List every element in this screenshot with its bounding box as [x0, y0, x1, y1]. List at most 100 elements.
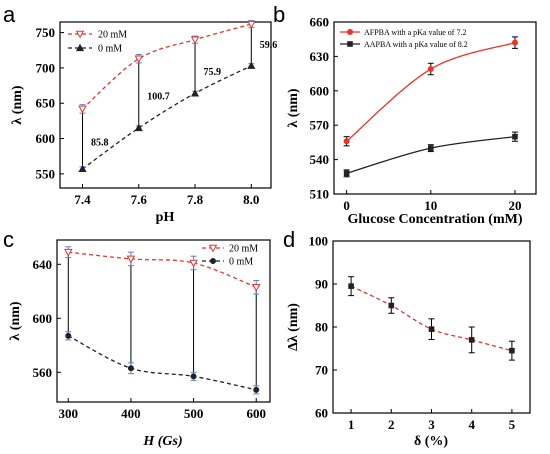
legend-marker: [75, 43, 85, 52]
y-tick-label: 550: [36, 166, 56, 181]
plot-frame: [56, 239, 271, 403]
x-tick-label: 2: [388, 417, 395, 432]
x-tick-label: 7.4: [74, 192, 91, 207]
data-point-series-0: [190, 36, 200, 45]
data-point-series-1: [78, 164, 87, 173]
y-tick-label: 650: [36, 96, 56, 111]
series-line-0: [82, 23, 252, 110]
data-point-series-1: [190, 89, 200, 97]
data-point-series-1: [247, 61, 256, 69]
x-tick-label: 300: [59, 406, 79, 421]
difference-annotation: 100.7: [147, 92, 170, 103]
x-axis-label: pH: [156, 210, 175, 225]
y-axis-label: λ (nm): [286, 88, 301, 127]
data-point-series-0: [247, 20, 256, 29]
panel-letter: a: [3, 2, 16, 27]
y-tick-label: 560: [33, 365, 53, 380]
x-tick-label: 0: [343, 198, 350, 213]
panel-letter: c: [3, 227, 14, 252]
data-point-series-0: [509, 347, 515, 354]
legend-marker: [210, 258, 216, 264]
y-tick-label: 70: [315, 363, 328, 378]
x-axis-label: H (Gs): [142, 434, 182, 449]
y-tick-label: 100: [309, 234, 329, 249]
y-tick-label: 60: [315, 406, 328, 421]
panel-d: d 1 2 3 4 5 60 70 80 90 100 δ (%) Δλ (nm): [283, 227, 531, 449]
data-point-series-0: [251, 284, 261, 292]
x-tick-label: 600: [246, 406, 266, 421]
y-tick-label: 700: [36, 60, 56, 75]
data-point-series-1: [343, 170, 350, 177]
y-tick-label: 510: [310, 187, 330, 202]
data-point-series-1: [65, 332, 72, 339]
legend-marker: [347, 41, 353, 47]
series-line-0: [346, 42, 516, 142]
x-tick-label: 1: [348, 417, 355, 432]
legend-label: 20 mM: [229, 244, 258, 255]
y-tick-label: 600: [33, 311, 53, 326]
data-point-series-0: [511, 39, 518, 46]
legend-marker: [75, 30, 85, 39]
data-point-series-0: [428, 326, 435, 332]
x-tick-label: 20: [508, 198, 521, 213]
x-tick-label: 400: [121, 406, 141, 421]
plot-frame: [59, 21, 272, 189]
y-axis-label: λ (nm): [10, 85, 25, 124]
y-tick-label: 660: [310, 15, 330, 30]
data-point-series-1: [190, 373, 197, 380]
data-point-series-0: [348, 283, 354, 289]
y-tick-label: 750: [36, 25, 56, 40]
y-tick-label: 630: [310, 49, 330, 64]
series-line-1: [82, 65, 252, 170]
data-point-series-1: [253, 386, 260, 393]
y-axis-label: Δλ (nm): [286, 303, 301, 351]
difference-annotation: 59.6: [260, 40, 278, 51]
data-point-series-0: [64, 248, 73, 257]
x-tick-label: 5: [509, 417, 516, 432]
legend-label: 0 mM: [98, 44, 122, 55]
y-tick-label: 600: [310, 83, 330, 98]
series-line-1: [67, 335, 257, 391]
x-axis-label: Glucose Concentration (mM): [348, 212, 523, 227]
panel-letter: d: [283, 227, 295, 252]
difference-annotation: 75.9: [203, 67, 221, 78]
difference-annotation: 85.8: [91, 138, 109, 149]
data-point-series-0: [78, 105, 87, 114]
panel-a: a 7.4 7.6 7.8 8.0 550 600 650 700 750 pH λ (nm) 85.8…: [3, 2, 277, 225]
legend-marker: [208, 244, 218, 253]
panel-c: c 300 400 500 600 560 600 640 H (Gs) λ (nm) 20 mM 0…: [3, 227, 271, 449]
data-point-series-1: [134, 123, 143, 132]
data-point-series-0: [468, 337, 475, 343]
data-point-series-1: [512, 133, 518, 140]
x-tick-label: 7.6: [131, 192, 148, 207]
data-point-series-0: [427, 66, 434, 73]
legend-label: AAPBA with a pKa value of 8.2: [364, 40, 468, 49]
data-point-series-0: [343, 138, 350, 145]
y-tick-label: 640: [33, 257, 53, 272]
y-tick-label: 80: [315, 320, 328, 335]
plot-frame: [333, 21, 537, 195]
y-tick-label: 540: [310, 152, 330, 167]
series-line-0: [68, 251, 257, 288]
panel-b: b 0 10 20 510 540 570 600 630 660 Glucose Concentr…: [273, 2, 537, 227]
series-line-1: [346, 136, 516, 174]
legend-label: AFPBA with a pKa value of 7.2: [364, 28, 466, 37]
data-point-series-0: [126, 255, 136, 264]
x-tick-label: 10: [424, 198, 437, 213]
legend-label: 0 mM: [229, 257, 253, 268]
data-point-series-0: [134, 55, 144, 64]
legend-label: 20 mM: [98, 30, 127, 41]
y-tick-label: 570: [310, 118, 330, 133]
panel-letter: b: [273, 2, 285, 27]
x-axis-label: δ (%): [414, 434, 448, 449]
data-point-series-1: [127, 365, 134, 372]
x-tick-label: 500: [184, 406, 204, 421]
x-tick-label: 3: [428, 417, 435, 432]
x-tick-label: 8.0: [243, 192, 259, 207]
y-tick-label: 90: [315, 277, 328, 292]
data-point-series-0: [388, 302, 395, 309]
x-tick-label: 7.8: [187, 192, 204, 207]
data-point-series-1: [427, 145, 434, 151]
y-tick-label: 600: [36, 131, 56, 146]
